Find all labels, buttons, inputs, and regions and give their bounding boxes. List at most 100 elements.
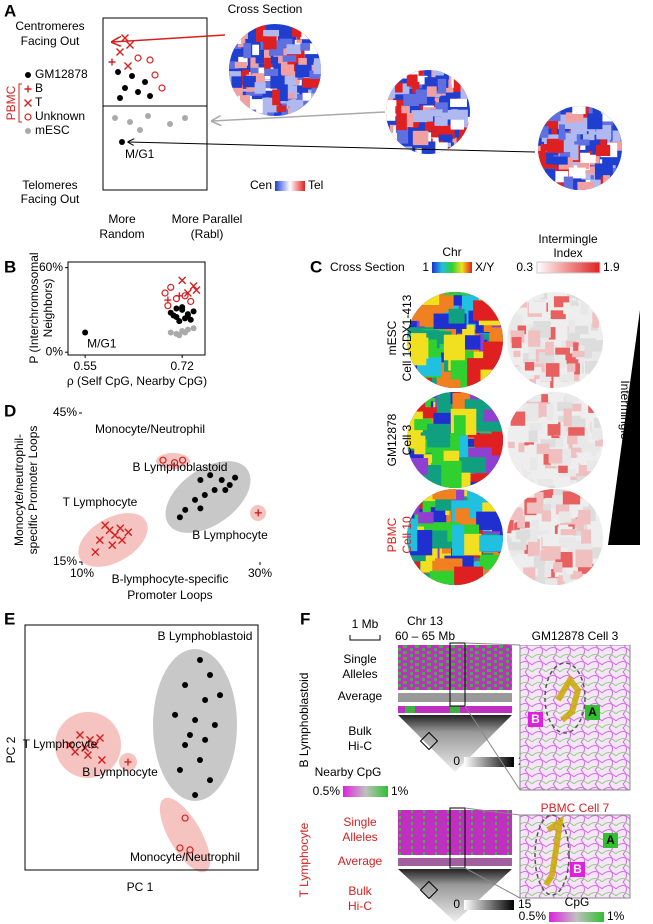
compartment-label: A [606,833,615,847]
legend-symbol [24,99,32,107]
structure-title: PBMC Cell 7 [541,801,610,815]
compartment-label: A [588,705,597,719]
cross-section [538,106,622,190]
row-label: mESC [385,320,399,355]
cross-sections [229,24,622,585]
point [222,486,229,493]
arrow [112,34,226,42]
colorbar-title: Nearby CpG [315,765,382,779]
point [145,113,151,119]
point [182,506,189,513]
cross-section [507,392,603,488]
point [226,482,233,489]
x-tick-label: 0.72 [170,359,194,373]
box [449,807,466,869]
colorbar [275,181,305,191]
row-label: Bulk [348,884,372,898]
legend-symbol [25,72,31,78]
point [184,312,191,319]
cross-section [407,292,503,388]
colorbar-label: 0.5% [313,784,341,798]
x-tick-label: 10% [70,566,94,580]
x-axis-label: Promoter Loops [127,588,212,602]
group-label: B Lymphocyte [192,528,268,542]
point [207,472,214,479]
cross-section [407,489,503,585]
colorbar [343,786,388,797]
point [189,281,198,290]
point [75,731,84,739]
row-label: Cell 1CDX1-413 [400,294,414,381]
group-label: B Lymphoblastoid [133,460,228,474]
point [211,486,218,493]
row-label: Cell 3 [400,424,414,455]
point [173,305,180,312]
colorbar-label: 0.3 [516,260,533,274]
point [101,521,110,530]
bracket [18,83,22,123]
structure-title: GM12878 Cell 3 [532,629,619,643]
cross-section [507,489,603,585]
point [65,741,74,750]
point [90,741,99,750]
scale-bar-label: 1 Mb [352,617,379,631]
point [190,308,197,315]
frame [102,17,208,191]
point [218,477,225,484]
legend-symbol [24,85,32,93]
point [146,56,154,64]
point [183,289,192,297]
point [117,95,123,101]
point [167,329,174,336]
row-label: PBMC [385,517,399,552]
structure [519,644,631,791]
point [207,777,214,784]
point [170,459,179,467]
box [419,880,439,900]
y-axis-label: Neighbors) [41,279,55,338]
point [151,71,159,79]
cross-section [407,392,503,488]
group-label: B Lymphocyte [82,765,158,779]
legend-entry: mESC [35,123,70,137]
hic-triangle [398,715,512,772]
row-label: Cell 10 [400,516,414,554]
point [182,115,188,121]
compartment-label: B [531,712,540,726]
panel-label: C [310,257,322,276]
point [211,721,218,728]
arrow [128,142,536,153]
y-tick-label: 15% [53,554,77,568]
colorbar [549,912,604,922]
heatmap [398,645,512,690]
point [179,304,186,311]
point [96,733,105,742]
point [172,295,181,303]
label: Centromeres [15,19,84,33]
point [147,93,153,99]
point [159,456,167,464]
colorbar-label: 1.9 [603,260,620,274]
label: Random [99,227,144,241]
point [170,312,177,319]
legend-group: PBMC [4,85,18,120]
y-tick-label: 60% [39,260,63,274]
point [137,127,143,133]
colorbar-label: X/Y [475,260,494,274]
panel-label: E [4,609,15,628]
panel-label: F [300,609,310,628]
point [176,514,183,521]
point [124,62,132,70]
point [108,58,116,66]
label: 60 – 65 Mb [395,629,455,643]
heatmap [398,858,512,866]
group-label: T Lymphocyte [297,822,311,897]
point [134,54,142,62]
point [207,671,214,678]
arrow [212,111,386,121]
colorbar-label: 1% [391,784,409,798]
point [167,121,173,127]
hic-triangle [398,869,512,922]
point [181,814,189,822]
